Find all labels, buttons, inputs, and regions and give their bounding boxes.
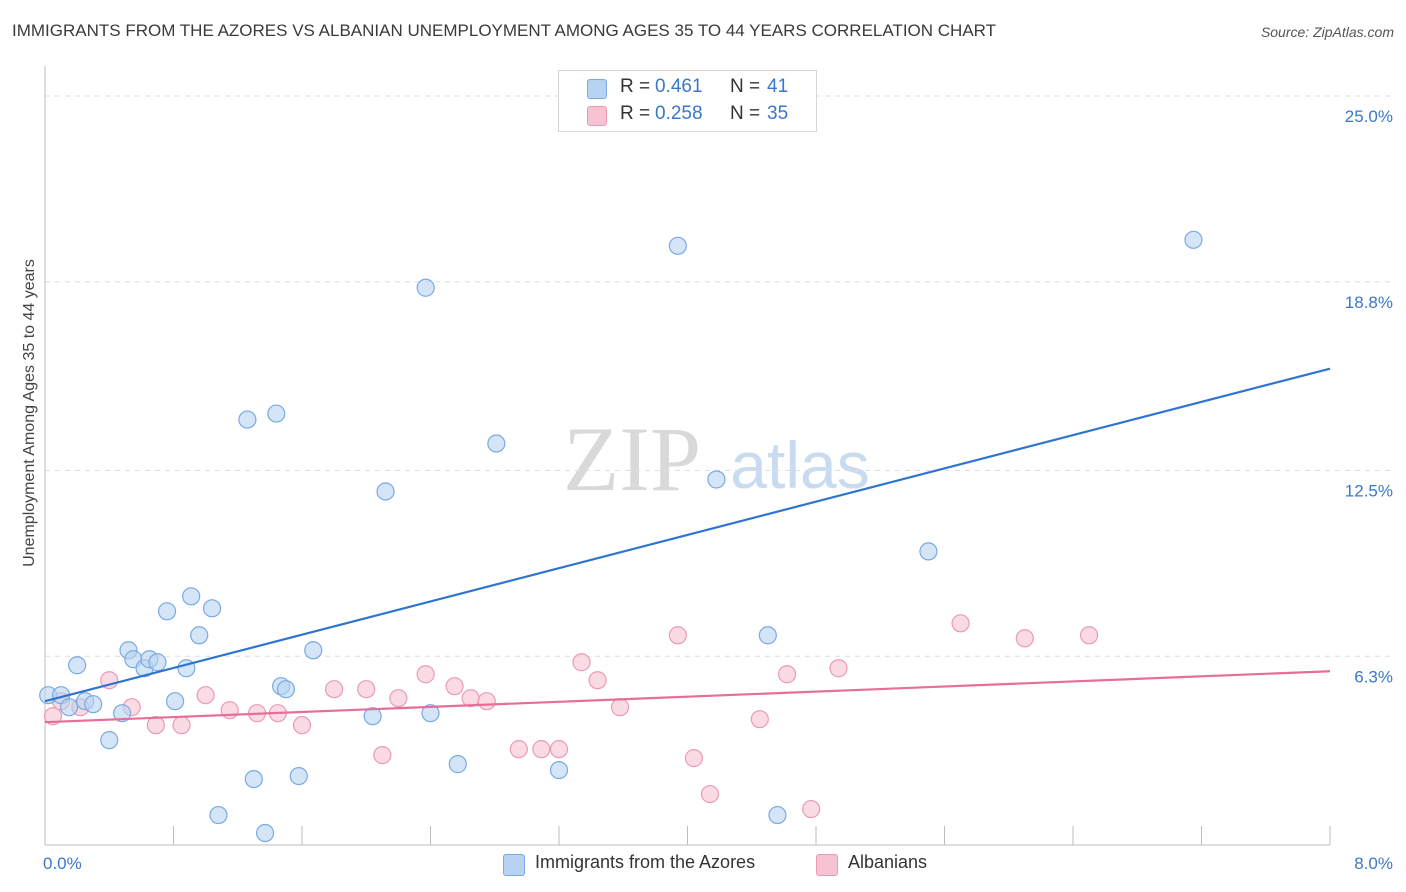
legend-swatch-azores [587, 79, 607, 99]
data-point-blue [758, 626, 777, 645]
data-point-blue [166, 692, 185, 711]
data-point-blue [68, 656, 87, 675]
legend-r-value-azores: 0.461 [655, 76, 703, 97]
data-point-pink [43, 707, 63, 726]
watermark-atlas: atlas [730, 428, 869, 502]
data-point-blue [157, 602, 177, 621]
data-point-blue [1184, 230, 1203, 249]
data-point-pink [802, 799, 821, 819]
data-point-blue [363, 707, 382, 726]
data-point-blue [707, 470, 726, 489]
data-point-blue [549, 760, 569, 780]
legend-r-value-albanians: 0.258 [655, 103, 703, 124]
bottom-legend-label-albanians: Albanians [848, 852, 928, 872]
data-point-pink [373, 746, 392, 765]
correlation-legend: R = 0.461 N = 41 R = 0.258 N = 35 [558, 70, 817, 132]
data-point-blue [238, 410, 257, 429]
trend-line-pink [44, 670, 1331, 724]
data-point-pink [532, 740, 551, 759]
data-point-pink [325, 680, 344, 699]
x-tick-label-min: 0.0% [43, 854, 82, 873]
data-point-blue [255, 823, 275, 843]
chart-title: IMMIGRANTS FROM THE AZORES VS ALBANIAN U… [12, 21, 997, 40]
legend-row-albanians: R = 0.258 N = 35 [559, 103, 816, 127]
data-point-pink [172, 716, 191, 735]
data-point-pink [1079, 626, 1099, 645]
bottom-legend-swatch-azores [503, 854, 525, 876]
data-point-pink [777, 665, 797, 684]
data-point-pink [357, 680, 376, 699]
legend-swatch-albanians [587, 106, 607, 126]
y-tick-label: 18.8% [1345, 293, 1393, 312]
data-point-pink [389, 689, 408, 708]
data-point-blue [112, 704, 132, 723]
bottom-legend-swatch-albanians [816, 854, 838, 876]
data-point-blue [209, 805, 228, 825]
data-point-blue [59, 698, 79, 717]
data-point-blue [289, 766, 308, 786]
data-point-blue [267, 404, 286, 423]
y-axis-label: Unemployment Among Ages 35 to 44 years [21, 259, 38, 567]
data-point-pink [750, 710, 769, 729]
data-point-pink [146, 716, 165, 735]
data-point-blue [202, 599, 222, 618]
data-point-pink [684, 749, 704, 768]
data-point-pink [509, 740, 528, 759]
watermark-zip: ZIP [563, 408, 701, 510]
data-point-blue [421, 704, 440, 723]
y-tick-label: 25.0% [1345, 107, 1393, 126]
legend-row-azores: R = 0.461 N = 41 [559, 76, 816, 100]
y-axis-label-wrap: Unemployment Among Ages 35 to 44 years [16, 178, 44, 648]
data-point-blue [448, 755, 467, 774]
data-point-pink [445, 677, 464, 696]
legend-n-label: N = [730, 76, 761, 97]
y-tick-label: 6.3% [1354, 667, 1393, 686]
legend-r-label: R = [620, 76, 651, 97]
data-point-blue [376, 482, 395, 501]
data-point-blue [100, 731, 119, 750]
legend-n-label: N = [730, 103, 761, 124]
data-point-pink [196, 686, 215, 705]
legend-n-value-albanians: 35 [767, 103, 789, 124]
data-point-blue [148, 653, 167, 672]
data-point-blue [244, 769, 263, 789]
data-point-blue [768, 805, 787, 825]
data-point-pink [477, 692, 496, 711]
data-point-pink [588, 671, 607, 690]
bottom-legend-label-azores: Immigrants from the Azores [535, 852, 756, 872]
data-point-blue [84, 695, 103, 714]
data-point-blue [416, 278, 435, 297]
data-point-pink [700, 784, 720, 804]
data-point-pink [668, 626, 687, 645]
data-point-blue [668, 236, 687, 255]
source-note: Source: ZipAtlas.com [1260, 24, 1394, 40]
data-point-pink [572, 653, 591, 672]
y-tick-label: 12.5% [1345, 482, 1393, 501]
data-point-pink [951, 614, 970, 633]
data-point-blue [182, 587, 201, 606]
data-point-blue [487, 434, 506, 453]
data-point-pink [549, 740, 569, 759]
data-point-blue [919, 542, 938, 561]
legend-r-label: R = [620, 103, 651, 124]
data-point-pink [1015, 629, 1034, 648]
data-point-blue [304, 641, 323, 660]
data-point-blue [190, 626, 209, 645]
data-point-pink [610, 698, 630, 717]
x-tick-label-max: 8.0% [1354, 854, 1393, 873]
data-point-pink [829, 659, 848, 678]
data-point-blue [276, 680, 296, 699]
legend-n-value-azores: 41 [767, 76, 789, 97]
data-point-pink [292, 716, 312, 735]
trend-line-blue [44, 367, 1331, 703]
data-point-pink [416, 665, 435, 684]
